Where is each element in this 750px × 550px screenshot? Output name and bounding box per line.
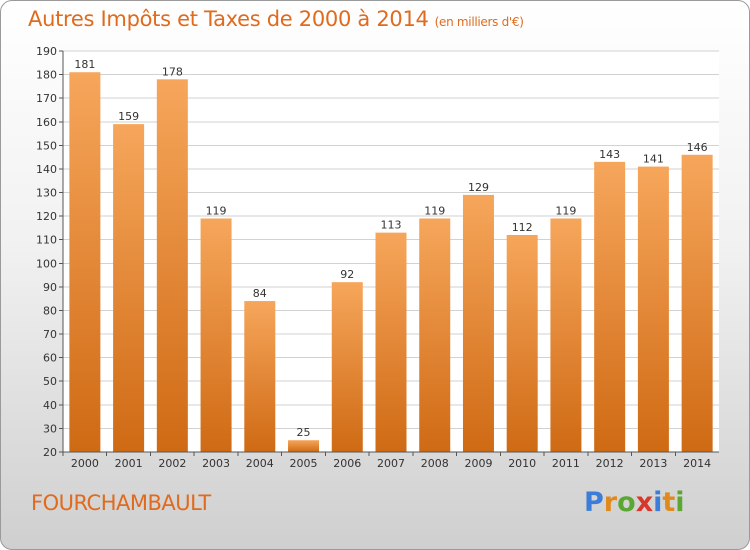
x-tick-label: 2007	[377, 457, 405, 470]
x-tick-label: 2009	[464, 457, 492, 470]
y-tick-label: 140	[36, 163, 57, 176]
x-tick-label: 2006	[333, 457, 361, 470]
bar-2007	[375, 232, 407, 452]
x-tick-label: 2013	[639, 457, 667, 470]
bar-2013	[637, 166, 669, 453]
logo-letter: i	[675, 487, 685, 518]
logo-letter: o	[617, 487, 636, 518]
y-tick-label: 90	[43, 281, 57, 294]
y-tick-label: 190	[36, 45, 57, 58]
chart-subtitle: (en milliers d'€)	[434, 15, 524, 29]
data-label-2013: 141	[643, 153, 664, 166]
x-tick-label: 2011	[552, 457, 580, 470]
data-label-2012: 143	[599, 148, 620, 161]
x-tick-label: 2005	[290, 457, 318, 470]
data-label-2000: 181	[74, 58, 95, 71]
x-tick-label: 2014	[683, 457, 711, 470]
x-tick-label: 2008	[421, 457, 449, 470]
data-label-2010: 112	[512, 221, 533, 234]
data-label-2001: 159	[118, 110, 139, 123]
chart-title: Autres Impôts et Taxes de 2000 à 2014 (en…	[28, 7, 524, 31]
y-tick-label: 160	[36, 116, 57, 129]
bar-2012	[594, 161, 626, 453]
bar-2006	[331, 282, 363, 452]
data-label-2005: 25	[297, 426, 311, 439]
y-tick-label: 40	[43, 399, 57, 412]
data-label-2007: 113	[381, 219, 402, 232]
logo-letter: t	[662, 487, 676, 518]
bars: 181 159 178 119 84 25 92 113 119 129 112 119 143 141 1…	[69, 58, 713, 453]
y-tick-label: 100	[36, 257, 57, 270]
data-label-2002: 178	[162, 65, 183, 78]
y-tick-label: 120	[36, 210, 57, 223]
proxiti-logo: Proxiti	[584, 487, 685, 518]
y-tick-label: 170	[36, 92, 57, 105]
data-label-2008: 119	[424, 204, 445, 217]
bar-2014	[681, 154, 713, 452]
data-label-2003: 119	[206, 204, 227, 217]
chart-title-text: Autres Impôts et Taxes de 2000 à 2014	[28, 7, 429, 31]
y-axis: 20 30 40 50 60 70 80 90 100 110 120 130 140 150 160 170…	[36, 45, 64, 459]
data-label-2014: 146	[687, 141, 708, 154]
x-tick-label: 2003	[202, 457, 230, 470]
x-tick-label: 2001	[115, 457, 143, 470]
bar-2003	[200, 218, 232, 452]
bar-2011	[550, 218, 582, 452]
data-label-2004: 84	[253, 287, 267, 300]
bar-2005	[288, 440, 320, 452]
x-tick-label: 2000	[71, 457, 99, 470]
logo-letter: P	[584, 487, 604, 518]
y-tick-label: 130	[36, 187, 57, 200]
x-axis: 2000 2001 2002 2003 2004 2005 2006 2007 2008 2009…	[62, 451, 719, 470]
y-tick-label: 70	[43, 328, 57, 341]
y-tick-label: 180	[36, 69, 57, 82]
data-label-2006: 92	[340, 268, 354, 281]
bar-2004	[244, 301, 276, 452]
x-tick-label: 2010	[508, 457, 536, 470]
y-tick-label: 20	[43, 446, 57, 459]
y-tick-label: 150	[36, 139, 57, 152]
y-tick-label: 110	[36, 234, 57, 247]
x-tick-label: 2012	[596, 457, 624, 470]
logo-letter: i	[653, 487, 663, 518]
x-tick-label: 2004	[246, 457, 274, 470]
data-label-2009: 129	[468, 181, 489, 194]
y-tick-label: 60	[43, 352, 57, 365]
logo-letter: x	[635, 487, 654, 518]
bar-2008	[419, 218, 451, 452]
bar-2000	[69, 72, 101, 453]
bar-2009	[462, 194, 494, 452]
y-tick-label: 30	[43, 422, 57, 435]
bar-2010	[506, 234, 538, 452]
y-tick-label: 50	[43, 375, 57, 388]
bar-2002	[156, 79, 188, 453]
logo-letter: r	[603, 487, 618, 518]
bar-2001	[113, 124, 145, 452]
data-label-2011: 119	[555, 204, 576, 217]
place-name: FOURCHAMBAULT	[31, 491, 211, 515]
x-tick-label: 2002	[158, 457, 186, 470]
y-tick-label: 80	[43, 304, 57, 317]
